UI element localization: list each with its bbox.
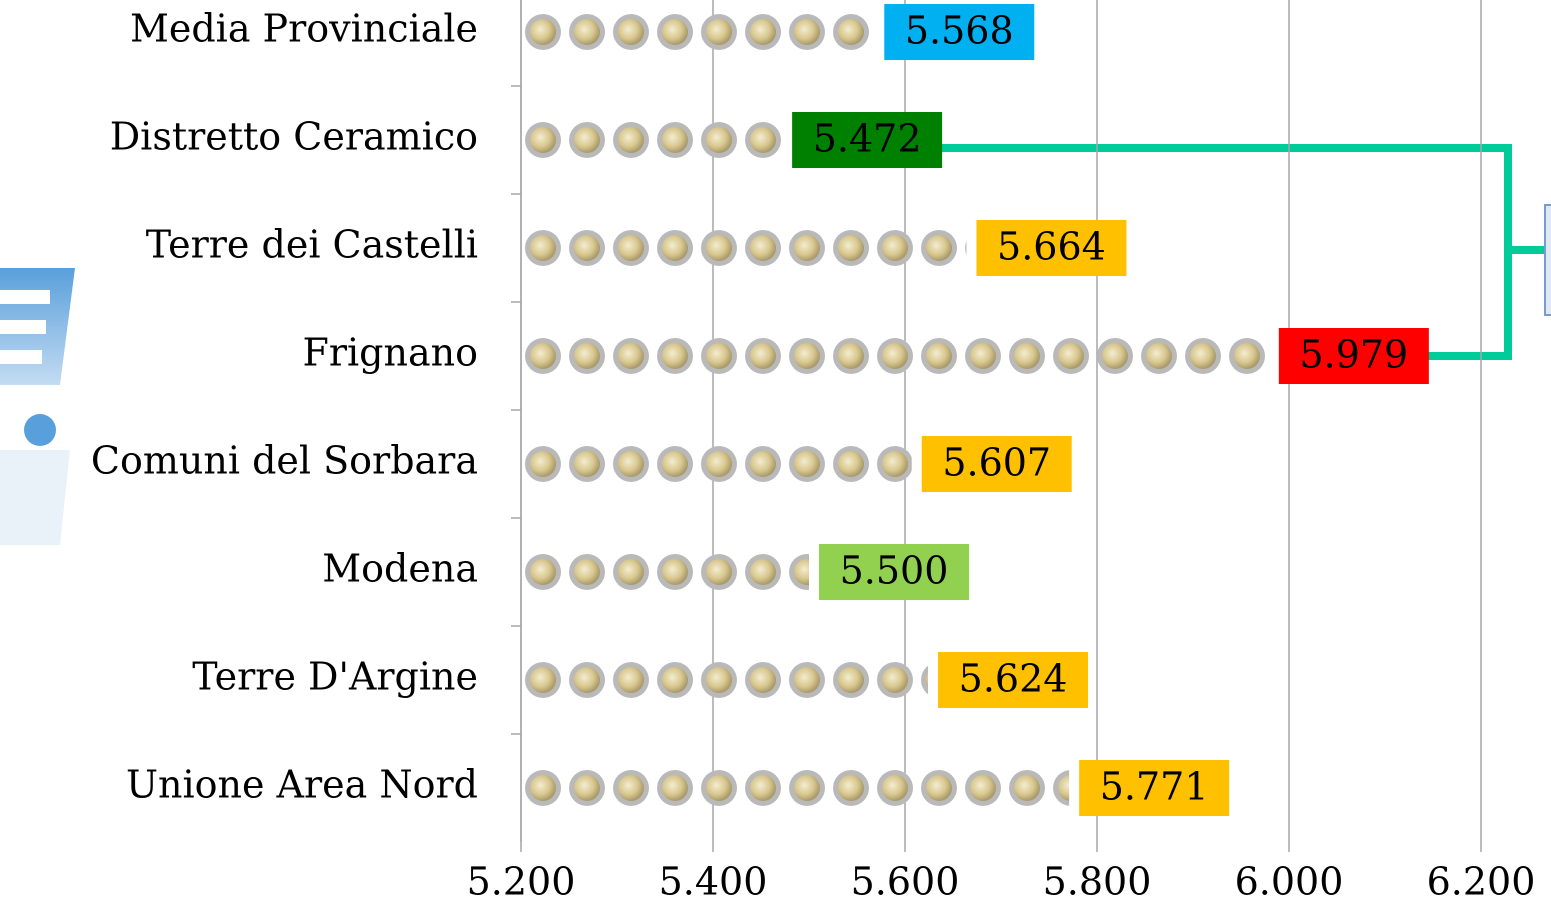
note-box	[1544, 204, 1551, 316]
bar	[521, 444, 912, 484]
value-label-bg	[884, 4, 1035, 60]
x-tick-label: 5.800	[1043, 860, 1152, 904]
y-tick-label: Comuni del Sorbara	[91, 439, 478, 483]
bar	[521, 120, 783, 160]
value-label-bg	[819, 544, 969, 600]
x-tick-label: 6.000	[1235, 860, 1344, 904]
value-label: 5.979	[1299, 333, 1408, 377]
cart-icon	[0, 268, 75, 545]
y-tick-label: Unione Area Nord	[126, 763, 478, 807]
bracket	[941, 144, 1545, 360]
value-label-bg	[938, 652, 1089, 708]
value-label-bg	[976, 220, 1127, 276]
value-label-bg	[1278, 328, 1429, 384]
y-tick-label: Modena	[322, 547, 478, 591]
bar	[521, 336, 1269, 376]
y-tick-label: Terre D'Argine	[192, 655, 478, 699]
x-tick-label: 5.200	[467, 860, 576, 904]
y-tick-label: Terre dei Castelli	[146, 223, 478, 267]
x-tick-label: 5.600	[851, 860, 960, 904]
value-label: 5.607	[942, 441, 1051, 485]
y-tick-label: Media Provinciale	[130, 7, 478, 51]
value-label-bg	[921, 436, 1072, 492]
y-tick-label: Distretto Ceramico	[110, 115, 478, 159]
bar	[521, 228, 967, 268]
value-label: 5.771	[1100, 765, 1209, 809]
value-label-bg	[792, 112, 943, 168]
value-label: 5.624	[959, 657, 1068, 701]
bar	[521, 12, 875, 52]
bar	[521, 660, 929, 700]
bar	[521, 552, 809, 592]
value-label: 5.500	[840, 549, 949, 593]
x-tick-label: 5.400	[659, 860, 768, 904]
bar	[521, 768, 1070, 808]
y-tick-label: Frignano	[303, 331, 479, 375]
value-label: 5.472	[813, 117, 922, 161]
value-label: 5.664	[997, 225, 1106, 269]
x-tick-label: 6.200	[1427, 860, 1536, 904]
value-label-bg	[1079, 760, 1230, 816]
value-label: 5.568	[905, 9, 1014, 53]
